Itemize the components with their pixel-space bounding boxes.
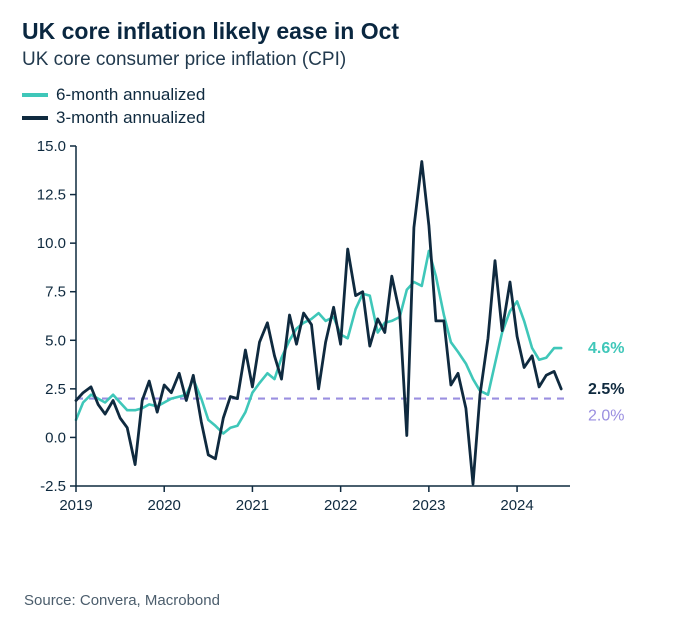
series-series_b: [76, 162, 561, 485]
x-tick-label: 2020: [148, 497, 181, 514]
x-tick-label: 2021: [236, 497, 269, 514]
legend: 6-month annualized 3-month annualized: [22, 85, 662, 128]
x-tick-label: 2019: [59, 497, 92, 514]
chart-svg: -2.5 0.0 2.5 5.0 7.5 10.0 12.5 15.0 2019 2020 2021…: [22, 134, 662, 534]
legend-item-3m: 3-month annualized: [22, 108, 662, 128]
y-tick-label: -2.5: [40, 478, 66, 495]
legend-item-6m: 6-month annualized: [22, 85, 662, 105]
y-tick-label: 0.0: [45, 429, 66, 446]
legend-label-3m: 3-month annualized: [56, 108, 205, 128]
y-tick-label: 15.0: [37, 138, 66, 155]
end-label-6m: 4.6%: [588, 340, 624, 357]
legend-label-6m: 6-month annualized: [56, 85, 205, 105]
y-tick-label: 12.5: [37, 187, 66, 204]
y-tick-label: 2.5: [45, 381, 66, 398]
x-tick-label: 2023: [412, 497, 445, 514]
y-tick-label: 10.0: [37, 235, 66, 252]
source-line: Source: Convera, Macrobond: [24, 592, 220, 609]
chart-title: UK core inflation likely ease in Oct: [22, 18, 662, 45]
end-label-target: 2.0%: [588, 408, 624, 425]
legend-swatch-3m: [22, 116, 48, 120]
x-tick-label: 2024: [500, 497, 533, 514]
y-tick-label: 7.5: [45, 284, 66, 301]
chart: -2.5 0.0 2.5 5.0 7.5 10.0 12.5 15.0 2019 2020 2021…: [22, 134, 662, 539]
chart-subtitle: UK core consumer price inflation (CPI): [22, 49, 662, 71]
y-tick-label: 5.0: [45, 332, 66, 349]
legend-swatch-6m: [22, 93, 48, 97]
end-label-3m: 2.5%: [588, 381, 624, 398]
x-tick-label: 2022: [324, 497, 357, 514]
